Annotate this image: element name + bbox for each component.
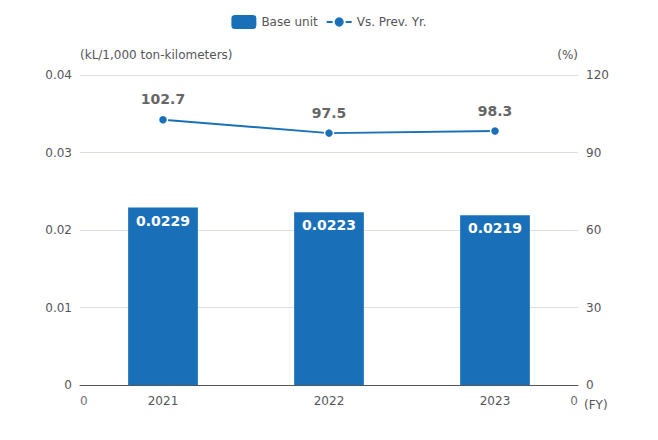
svg-text:0: 0: [586, 378, 594, 392]
svg-text:0.0229: 0.0229: [136, 213, 190, 229]
svg-text:0: 0: [570, 394, 578, 408]
svg-text:0.0223: 0.0223: [302, 217, 356, 233]
svg-text:0.04: 0.04: [45, 68, 72, 82]
svg-text:0.03: 0.03: [45, 146, 72, 160]
svg-text:0.01: 0.01: [45, 301, 72, 315]
svg-text:97.5: 97.5: [312, 105, 347, 121]
svg-text:102.7: 102.7: [141, 91, 185, 107]
svg-text:60: 60: [586, 223, 601, 237]
svg-text:0: 0: [80, 394, 88, 408]
svg-text:2023: 2023: [480, 394, 511, 408]
svg-text:90: 90: [586, 146, 601, 160]
svg-text:(FY): (FY): [584, 398, 608, 412]
svg-text:98.3: 98.3: [478, 103, 513, 119]
svg-text:2021: 2021: [148, 394, 179, 408]
svg-text:(kL/1,000 ton-kilometers): (kL/1,000 ton-kilometers): [80, 48, 233, 62]
svg-text:0.0219: 0.0219: [468, 220, 522, 236]
svg-text:2022: 2022: [314, 394, 345, 408]
svg-text:Vs. Prev. Yr.: Vs. Prev. Yr.: [357, 15, 427, 29]
svg-text:Base unit: Base unit: [261, 15, 318, 29]
svg-text:0.02: 0.02: [45, 223, 72, 237]
svg-text:(%): (%): [557, 48, 578, 62]
svg-text:120: 120: [586, 68, 609, 82]
svg-text:0: 0: [64, 378, 72, 392]
svg-text:30: 30: [586, 301, 601, 315]
